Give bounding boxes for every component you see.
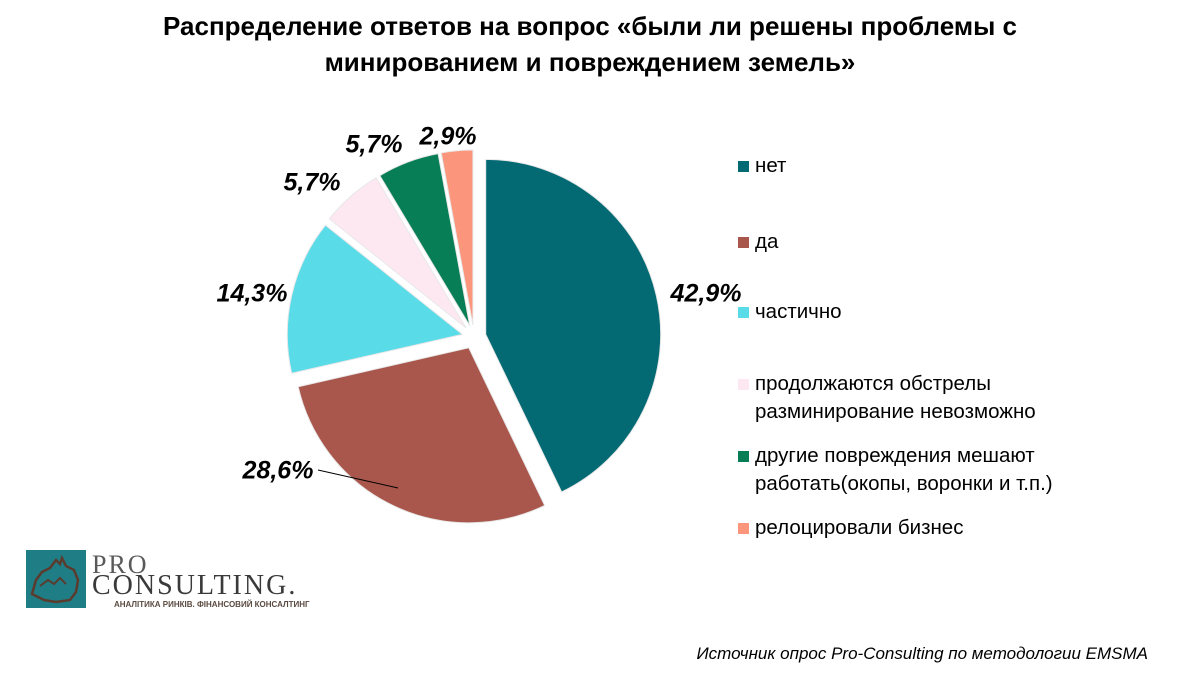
legend-item-5: релоцировали бизнес xyxy=(738,514,963,542)
slice-data-label-3: 5,7% xyxy=(284,169,341,197)
legend-item-1: да xyxy=(738,228,778,256)
legend-item-2: частично xyxy=(738,298,842,326)
source-note: Источник опрос Pro-Consulting по методол… xyxy=(696,644,1148,663)
slice-data-label-1: 28,6% xyxy=(242,457,314,485)
slice-data-label-5: 2,9% xyxy=(419,123,477,151)
legend-swatch xyxy=(738,379,749,390)
legend-item-0: нет xyxy=(738,152,786,180)
chart-title: Распределение ответов на вопрос «были ли… xyxy=(90,8,1090,80)
pie-slice-3 xyxy=(328,177,467,329)
pie-slice-5 xyxy=(440,149,474,326)
legend-swatch xyxy=(738,307,749,318)
legend-label: продолжаются обстрелы разминирование нев… xyxy=(755,372,1036,423)
legend-swatch xyxy=(738,451,749,462)
slice-data-label-2: 14,3% xyxy=(217,280,288,308)
legend-swatch xyxy=(738,523,749,534)
slice-data-label-0: 42,9% xyxy=(670,280,742,308)
chart-title-line-1: Распределение ответов на вопрос «были ли… xyxy=(163,11,1017,41)
legend-label: релоцировали бизнес xyxy=(755,516,964,539)
pie-slice-2 xyxy=(286,224,464,374)
pie-data-labels: 42,9% 28,6% 14,3% 5,7%5,7% 2,9% xyxy=(217,123,742,485)
pie-slice-4 xyxy=(379,153,471,327)
legend-label: нет xyxy=(755,154,787,177)
legend-swatch xyxy=(738,237,749,248)
slice-label-leader-line xyxy=(317,469,399,489)
legend-label: да xyxy=(755,230,779,253)
slice-data-label-4: 5,7% xyxy=(346,131,403,159)
pie-slice-0 xyxy=(485,158,662,493)
company-logo: PRO CONSULTING. АНАЛІТИКА РИНКІВ. ФІНАНС… xyxy=(26,550,316,612)
logo-pro-text: PRO xyxy=(92,550,149,579)
pie-slices xyxy=(286,149,662,524)
legend-swatch xyxy=(738,161,749,172)
logo-consulting-text: CONSULTING. xyxy=(92,570,298,601)
logo-rhino-icon xyxy=(26,550,86,608)
chart-title-line-2: минированием и повреждением земель» xyxy=(324,47,856,77)
logo-tagline: АНАЛІТИКА РИНКІВ. ФІНАНСОВИЙ КОНСАЛТИНГ xyxy=(114,600,310,609)
legend-label: другие повреждения мешают работать(окопы… xyxy=(755,444,1053,495)
legend-item-4: другие повреждения мешают работать(окопы… xyxy=(738,442,1053,498)
legend-label: частично xyxy=(755,300,842,323)
legend-item-3: продолжаются обстрелы разминирование нев… xyxy=(738,370,1036,426)
